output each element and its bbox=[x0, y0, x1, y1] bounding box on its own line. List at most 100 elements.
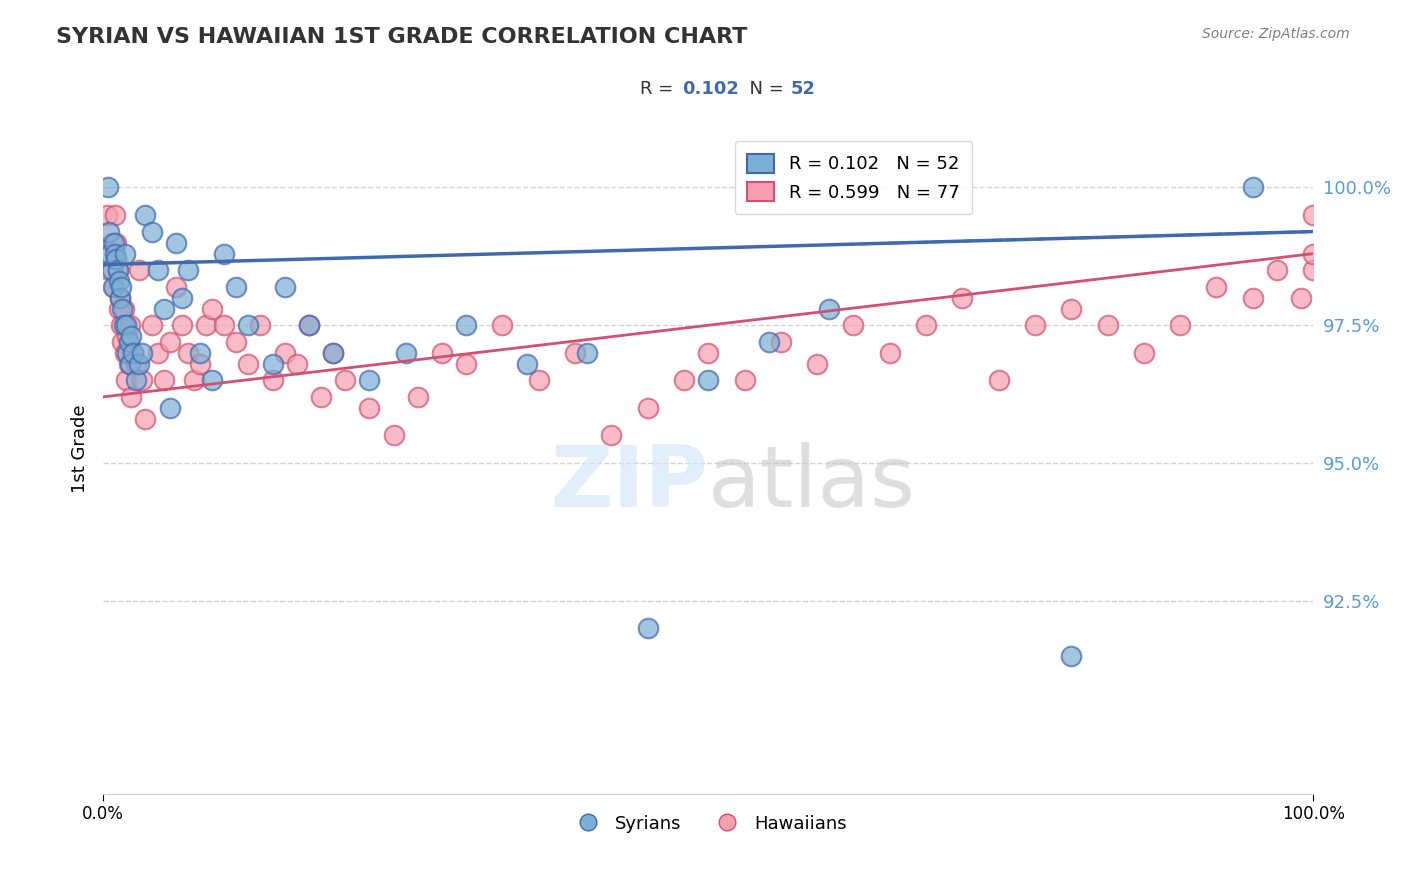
Point bbox=[238, 357, 260, 371]
Point bbox=[108, 301, 131, 316]
Point bbox=[141, 225, 163, 239]
Point bbox=[430, 346, 453, 360]
Point bbox=[100, 263, 122, 277]
Point bbox=[188, 357, 211, 371]
Point bbox=[1205, 279, 1227, 293]
Point bbox=[576, 346, 599, 360]
Point bbox=[96, 208, 118, 222]
Point bbox=[1060, 301, 1083, 316]
Point bbox=[1241, 180, 1264, 194]
Point bbox=[1168, 318, 1191, 333]
Point bbox=[1024, 318, 1046, 333]
Point bbox=[322, 346, 344, 360]
Point bbox=[103, 235, 125, 250]
Point bbox=[112, 301, 135, 316]
Point bbox=[262, 357, 284, 371]
Point bbox=[1302, 246, 1324, 260]
Point bbox=[134, 412, 156, 426]
Point bbox=[1133, 346, 1156, 360]
Point bbox=[527, 373, 550, 387]
Point bbox=[131, 373, 153, 387]
Point bbox=[359, 373, 381, 387]
Point bbox=[262, 373, 284, 387]
Point bbox=[1097, 318, 1119, 333]
Point bbox=[212, 318, 235, 333]
Point bbox=[100, 235, 122, 250]
Point bbox=[98, 225, 121, 239]
Point bbox=[697, 373, 720, 387]
Point bbox=[134, 208, 156, 222]
Point bbox=[212, 246, 235, 260]
Point bbox=[273, 346, 295, 360]
Point bbox=[273, 279, 295, 293]
Point bbox=[118, 357, 141, 371]
Point bbox=[111, 334, 134, 349]
Point bbox=[950, 291, 973, 305]
Point bbox=[146, 346, 169, 360]
Point bbox=[98, 263, 121, 277]
Point bbox=[298, 318, 321, 333]
Point bbox=[108, 274, 131, 288]
Point bbox=[177, 263, 200, 277]
Point bbox=[152, 373, 174, 387]
Text: N =: N = bbox=[738, 79, 790, 97]
Point bbox=[118, 318, 141, 333]
Point bbox=[165, 279, 187, 293]
Point bbox=[456, 318, 478, 333]
Point bbox=[842, 318, 865, 333]
Point bbox=[159, 334, 181, 349]
Point bbox=[1302, 263, 1324, 277]
Point bbox=[734, 373, 756, 387]
Point bbox=[107, 263, 129, 277]
Point bbox=[238, 318, 260, 333]
Text: 0.102: 0.102 bbox=[682, 79, 738, 97]
Point bbox=[117, 334, 139, 349]
Text: SYRIAN VS HAWAIIAN 1ST GRADE CORRELATION CHART: SYRIAN VS HAWAIIAN 1ST GRADE CORRELATION… bbox=[56, 27, 748, 46]
Point bbox=[101, 279, 124, 293]
Point bbox=[333, 373, 356, 387]
Point bbox=[103, 279, 125, 293]
Point bbox=[697, 346, 720, 360]
Point bbox=[1289, 291, 1312, 305]
Point bbox=[122, 346, 145, 360]
Text: R =: R = bbox=[640, 79, 679, 97]
Point bbox=[97, 180, 120, 194]
Legend: R = 0.102   N = 52, R = 0.599   N = 77: R = 0.102 N = 52, R = 0.599 N = 77 bbox=[735, 142, 972, 214]
Point bbox=[672, 373, 695, 387]
Point bbox=[879, 346, 901, 360]
Point bbox=[152, 301, 174, 316]
Point bbox=[114, 246, 136, 260]
Point bbox=[1060, 648, 1083, 663]
Point bbox=[108, 291, 131, 305]
Point bbox=[125, 373, 148, 387]
Point bbox=[110, 279, 132, 293]
Point bbox=[177, 346, 200, 360]
Point bbox=[1241, 291, 1264, 305]
Point bbox=[105, 252, 128, 266]
Point bbox=[1265, 263, 1288, 277]
Y-axis label: 1st Grade: 1st Grade bbox=[72, 405, 89, 493]
Point bbox=[117, 346, 139, 360]
Point bbox=[107, 263, 129, 277]
Point bbox=[165, 235, 187, 250]
Point bbox=[104, 208, 127, 222]
Text: atlas: atlas bbox=[709, 442, 917, 525]
Point bbox=[1302, 208, 1324, 222]
Point bbox=[117, 357, 139, 371]
Point bbox=[249, 318, 271, 333]
Point bbox=[114, 346, 136, 360]
Point bbox=[128, 357, 150, 371]
Point bbox=[146, 263, 169, 277]
Point bbox=[637, 621, 659, 635]
Point bbox=[108, 291, 131, 305]
Point bbox=[818, 301, 841, 316]
Point bbox=[225, 279, 247, 293]
Point bbox=[395, 346, 418, 360]
Point bbox=[170, 318, 193, 333]
Point bbox=[112, 318, 135, 333]
Point bbox=[195, 318, 218, 333]
Point bbox=[131, 346, 153, 360]
Point bbox=[115, 373, 138, 387]
Point bbox=[516, 357, 538, 371]
Text: Source: ZipAtlas.com: Source: ZipAtlas.com bbox=[1202, 27, 1350, 41]
